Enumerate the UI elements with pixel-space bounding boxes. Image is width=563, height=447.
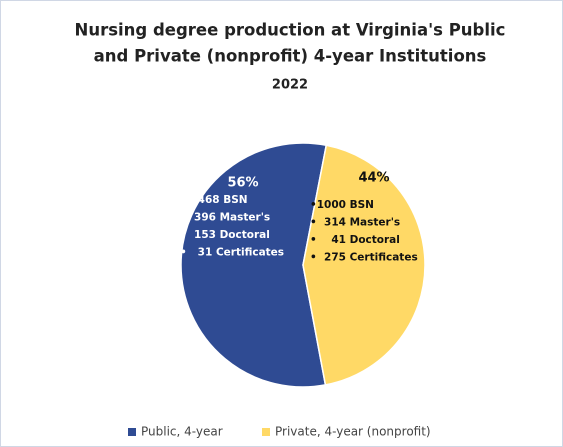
slice-note: •1000 BSN	[310, 199, 374, 211]
slice-note: • 31 Certificates	[180, 247, 284, 259]
pie-slice	[302, 144, 426, 386]
legend-swatch	[262, 428, 270, 436]
slice-note: • 396 Master's	[180, 212, 270, 224]
chart-title: Nursing degree production at Virginia's …	[75, 21, 506, 40]
chart-subtitle: 2022	[272, 78, 308, 93]
slice-note: • 41 Doctoral	[310, 234, 400, 246]
slice-note: • 275 Certificates	[310, 252, 418, 264]
slice-note: • 153 Doctoral	[180, 229, 270, 241]
slice-note: • 1468 BSN	[180, 194, 248, 206]
legend-label: Private, 4-year (nonprofit)	[275, 425, 431, 439]
legend-swatch	[128, 428, 136, 436]
legend-label: Public, 4-year	[141, 425, 223, 439]
slice-note: • 314 Master's	[310, 217, 400, 229]
slice-percent: 44%	[358, 171, 389, 186]
chart-title: and Private (nonprofit) 4-year Instituti…	[94, 47, 487, 66]
pie-slice	[180, 142, 328, 388]
slice-percent: 56%	[227, 176, 258, 191]
